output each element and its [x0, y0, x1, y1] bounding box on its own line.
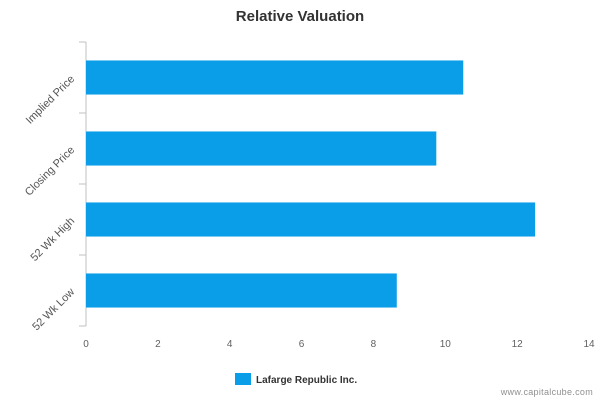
- watermark: www.capitalcube.com: [500, 387, 593, 397]
- legend[interactable]: Lafarge Republic Inc.: [235, 373, 357, 386]
- plot-area: Implied Price Closing Price 52 Wk High 52 W…: [23, 41, 595, 350]
- category-label: 52 Wk High: [28, 215, 77, 264]
- bar-52-wk-low[interactable]: [86, 273, 397, 308]
- category-label: Closing Price: [23, 144, 77, 198]
- legend-swatch[interactable]: [235, 373, 251, 385]
- category-ticks: [79, 41, 86, 327]
- x-tick-label: 10: [440, 339, 452, 350]
- x-tick-label: 6: [299, 339, 305, 350]
- bar-implied-price[interactable]: [86, 60, 464, 95]
- x-tick-labels: 0 2 4 6 8 10 12 14: [83, 339, 595, 350]
- x-tick-label: 8: [371, 339, 377, 350]
- x-tick-label: 12: [512, 339, 524, 350]
- x-tick-label: 0: [83, 339, 89, 350]
- x-tick-label: 14: [583, 339, 595, 350]
- chart-title: Relative Valuation: [236, 8, 364, 25]
- x-tick-label: 4: [227, 339, 233, 350]
- x-tick-label: 2: [155, 339, 161, 350]
- bar-closing-price[interactable]: [86, 131, 437, 166]
- category-label: 52 Wk Low: [30, 286, 77, 333]
- legend-label[interactable]: Lafarge Republic Inc.: [256, 375, 357, 386]
- category-label: Implied Price: [24, 73, 77, 126]
- category-labels: Implied Price Closing Price 52 Wk High 52 W…: [23, 73, 77, 333]
- bar-series: [86, 60, 536, 308]
- bar-52-wk-high[interactable]: [86, 202, 536, 237]
